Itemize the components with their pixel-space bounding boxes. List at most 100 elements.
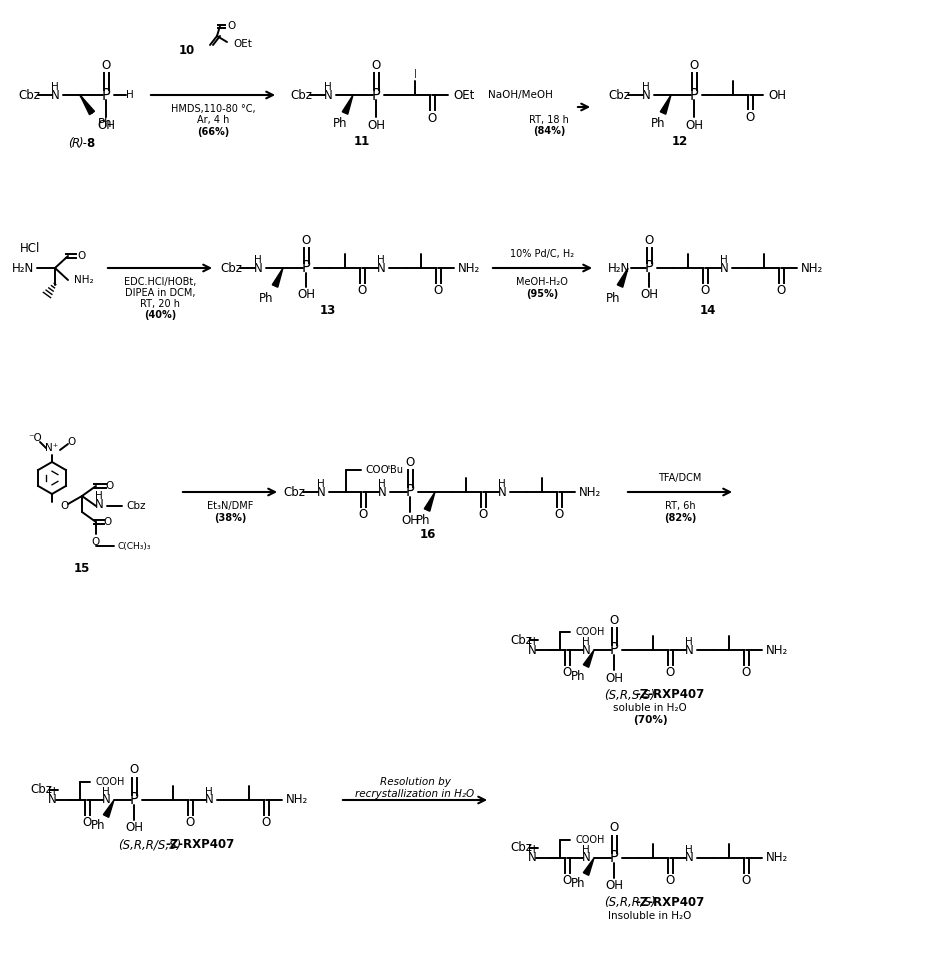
Text: H: H bbox=[378, 479, 385, 489]
Polygon shape bbox=[103, 800, 114, 818]
Text: O: O bbox=[776, 284, 784, 298]
Polygon shape bbox=[424, 492, 434, 511]
Text: N: N bbox=[528, 852, 536, 865]
Polygon shape bbox=[272, 268, 282, 287]
Text: O: O bbox=[68, 437, 76, 447]
Text: ᵗBu: ᵗBu bbox=[388, 465, 404, 475]
Text: NH₂: NH₂ bbox=[766, 644, 787, 657]
Text: O: O bbox=[106, 481, 114, 491]
Polygon shape bbox=[616, 268, 628, 287]
Text: OH: OH bbox=[125, 822, 143, 834]
Text: H: H bbox=[317, 479, 325, 489]
Text: N: N bbox=[683, 644, 693, 657]
Text: H: H bbox=[641, 82, 649, 92]
Text: N⁺: N⁺ bbox=[45, 443, 59, 453]
Text: 13: 13 bbox=[319, 304, 336, 317]
Text: Ph: Ph bbox=[91, 820, 105, 832]
Text: H: H bbox=[684, 845, 692, 855]
Text: H: H bbox=[528, 845, 535, 855]
Text: O: O bbox=[688, 59, 698, 71]
Text: NH₂: NH₂ bbox=[801, 262, 822, 275]
Text: O: O bbox=[357, 284, 366, 298]
Text: 10: 10 bbox=[178, 44, 194, 57]
Text: NH₂: NH₂ bbox=[286, 793, 308, 806]
Text: N: N bbox=[719, 262, 728, 275]
Text: COOH: COOH bbox=[574, 627, 604, 637]
Text: P: P bbox=[405, 485, 413, 499]
Text: R: R bbox=[72, 137, 80, 149]
Text: OH: OH bbox=[366, 118, 384, 132]
Text: -Z-RXP407: -Z-RXP407 bbox=[635, 897, 704, 910]
Text: H: H bbox=[324, 82, 331, 92]
Text: N: N bbox=[528, 644, 536, 657]
Text: O: O bbox=[59, 501, 68, 511]
Text: O: O bbox=[185, 817, 194, 829]
Text: O: O bbox=[609, 614, 618, 626]
Text: O: O bbox=[433, 284, 442, 298]
Text: H: H bbox=[582, 637, 589, 647]
Text: N: N bbox=[253, 262, 262, 275]
Text: OEt: OEt bbox=[233, 39, 252, 49]
Text: Ph: Ph bbox=[605, 291, 619, 305]
Text: P: P bbox=[689, 88, 698, 103]
Text: P: P bbox=[644, 261, 652, 276]
Text: H: H bbox=[51, 82, 59, 92]
Text: COOH: COOH bbox=[574, 835, 604, 845]
Text: N: N bbox=[205, 793, 213, 806]
Polygon shape bbox=[582, 858, 594, 875]
Text: OEt: OEt bbox=[452, 89, 474, 102]
Text: (S,R,R/S,S): (S,R,R/S,S) bbox=[118, 838, 181, 852]
Text: Cbz: Cbz bbox=[510, 633, 531, 647]
Text: Ph: Ph bbox=[570, 669, 584, 683]
Text: Ph: Ph bbox=[259, 291, 273, 305]
Text: H: H bbox=[528, 637, 535, 647]
Text: OH: OH bbox=[604, 879, 622, 893]
Text: (: ( bbox=[68, 137, 73, 149]
Text: H₂N: H₂N bbox=[12, 262, 34, 275]
Text: HMDS,110-80 °C,: HMDS,110-80 °C, bbox=[171, 104, 255, 114]
Text: Cbz: Cbz bbox=[510, 841, 531, 855]
Text: C(CH₃)₃: C(CH₃)₃ bbox=[118, 541, 151, 550]
Text: DIPEA in DCM,: DIPEA in DCM, bbox=[125, 288, 195, 298]
Text: )-: )- bbox=[79, 137, 88, 149]
Text: O: O bbox=[261, 817, 270, 829]
Text: (S,R,R,S): (S,R,R,S) bbox=[603, 897, 655, 910]
Text: O: O bbox=[82, 817, 92, 829]
Text: H: H bbox=[719, 255, 727, 265]
Text: COOH: COOH bbox=[95, 777, 125, 787]
Text: Cbz: Cbz bbox=[30, 784, 52, 796]
Text: OH: OH bbox=[639, 288, 657, 302]
Text: O: O bbox=[562, 874, 571, 887]
Text: NH₂: NH₂ bbox=[458, 262, 480, 275]
Text: P: P bbox=[301, 261, 310, 276]
Text: H: H bbox=[582, 845, 589, 855]
Text: O: O bbox=[745, 110, 754, 123]
Text: N: N bbox=[683, 852, 693, 865]
Text: (82%): (82%) bbox=[663, 513, 696, 523]
Text: Cbz: Cbz bbox=[18, 89, 40, 102]
Text: O: O bbox=[700, 284, 709, 298]
Text: 12: 12 bbox=[671, 135, 687, 148]
Text: COO: COO bbox=[364, 465, 389, 475]
Text: O: O bbox=[478, 508, 487, 522]
Text: H: H bbox=[102, 787, 110, 797]
Text: (66%): (66%) bbox=[196, 127, 228, 137]
Text: H: H bbox=[126, 90, 134, 100]
Text: O: O bbox=[644, 234, 653, 246]
Text: P: P bbox=[609, 643, 617, 658]
Text: N: N bbox=[102, 793, 110, 806]
Polygon shape bbox=[80, 95, 94, 114]
Text: N: N bbox=[316, 486, 325, 498]
Text: OH: OH bbox=[296, 288, 314, 302]
Text: O: O bbox=[741, 874, 750, 887]
Text: Cbz: Cbz bbox=[220, 262, 242, 275]
Text: H: H bbox=[95, 491, 103, 501]
Text: 14: 14 bbox=[700, 304, 716, 317]
Text: OH: OH bbox=[400, 514, 418, 527]
Text: N: N bbox=[94, 497, 103, 511]
Text: Cbz: Cbz bbox=[607, 89, 630, 102]
Text: NaOH/MeOH: NaOH/MeOH bbox=[487, 90, 552, 100]
Text: O: O bbox=[92, 537, 100, 547]
Text: Cbz: Cbz bbox=[126, 501, 145, 511]
Text: RT, 18 h: RT, 18 h bbox=[529, 115, 568, 125]
